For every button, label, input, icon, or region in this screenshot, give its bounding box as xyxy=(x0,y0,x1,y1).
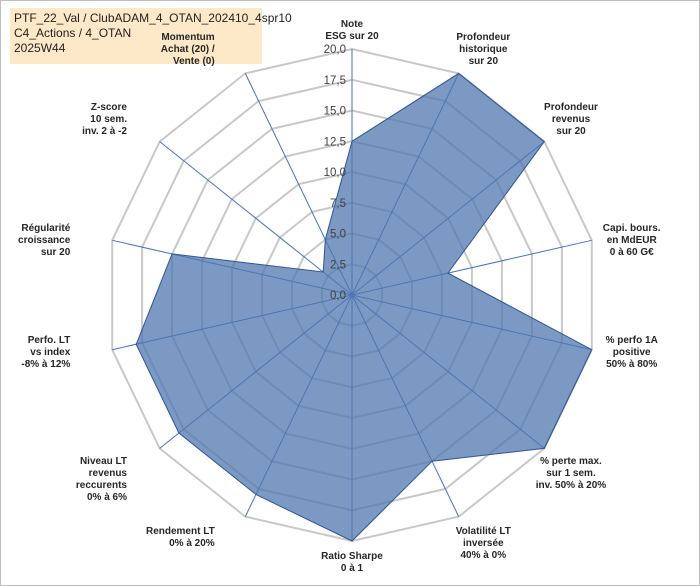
axis-label-3: revenus xyxy=(552,114,591,125)
axis-spoke xyxy=(159,141,353,296)
axis-label-6: % perte max. xyxy=(540,456,602,467)
axis-label-6: inv. 50% à 20% xyxy=(536,480,607,491)
axis-label-10: reccurents xyxy=(76,480,128,491)
axis-label-8: Ratio Sharpe xyxy=(321,551,383,562)
axis-label-3: Profondeur xyxy=(544,102,598,113)
r-tick-label: 2,5 xyxy=(330,259,346,271)
axis-label-5: 50% à 80% xyxy=(606,359,657,370)
chart-title-box: PTF_22_Val / ClubADAM_4_OTAN_202410_4spr… xyxy=(10,8,292,64)
axis-label-3: sur 20 xyxy=(556,126,586,137)
axis-label-11: vs index xyxy=(30,347,70,358)
axis-label-2: historique xyxy=(459,44,508,55)
data-series-area xyxy=(135,72,593,542)
r-tick-label: 0,0 xyxy=(330,290,346,302)
axis-label-11: -8% à 12% xyxy=(21,359,70,370)
axis-label-12: Régularité xyxy=(21,223,70,234)
r-tick-label: 17,5 xyxy=(324,75,346,87)
r-tick-label: 5,0 xyxy=(330,229,346,241)
axis-label-9: 0% à 20% xyxy=(169,538,215,549)
axis-label-1: Note xyxy=(341,19,364,30)
axis-label-10: Niveau LT xyxy=(80,456,127,467)
r-tick-label: 12,5 xyxy=(324,136,346,148)
axis-label-7: Volatilité LT xyxy=(456,526,511,537)
r-tick-label: 10,0 xyxy=(324,167,346,179)
axis-label-11: Perfo. LT xyxy=(28,335,71,346)
axis-label-1: ESG sur 20 xyxy=(325,31,379,42)
axis-label-14: Achat (20) / xyxy=(161,44,215,55)
axis-label-8: 0 à 1 xyxy=(341,563,364,574)
axis-label-9: Rendement LT xyxy=(146,526,215,537)
r-tick-label: 7,5 xyxy=(330,198,346,210)
chart-title-line-1: PTF_22_Val / ClubADAM_4_OTAN_202410_4spr… xyxy=(14,11,292,25)
r-tick-label: 15,0 xyxy=(324,106,346,118)
axis-label-2: sur 20 xyxy=(469,56,499,67)
axis-label-5: % perfo 1A xyxy=(606,335,658,346)
axis-label-7: inversée xyxy=(463,538,504,549)
r-tick-label: 20,0 xyxy=(324,44,346,56)
axis-label-6: sur 1 sem. xyxy=(546,468,596,479)
axis-label-13: 10 sem. xyxy=(90,114,127,125)
axis-label-14: Vente (0) xyxy=(173,56,215,67)
axis-label-14: Momentum xyxy=(161,32,214,43)
chart-title-line-3: 2025W44 xyxy=(14,41,66,55)
axis-label-12: sur 20 xyxy=(41,247,71,258)
axis-label-12: croissance xyxy=(18,235,71,246)
axis-label-13: inv. 2 à -2 xyxy=(82,126,127,137)
chart-title-line-2: C4_Actions / 4_OTAN xyxy=(14,26,132,40)
axis-label-4: Capi. bours. xyxy=(603,223,661,234)
axis-label-5: positive xyxy=(613,347,651,358)
axis-label-7: 40% à 0% xyxy=(461,550,507,561)
axis-label-10: 0% à 6% xyxy=(87,492,127,503)
axis-label-13: Z-score xyxy=(91,102,128,113)
axis-label-4: en MdEUR xyxy=(607,235,658,246)
axis-label-4: 0 à 60 G€ xyxy=(610,247,654,258)
axis-label-10: revenus xyxy=(89,468,128,479)
axis-label-2: Profondeur xyxy=(456,32,510,43)
